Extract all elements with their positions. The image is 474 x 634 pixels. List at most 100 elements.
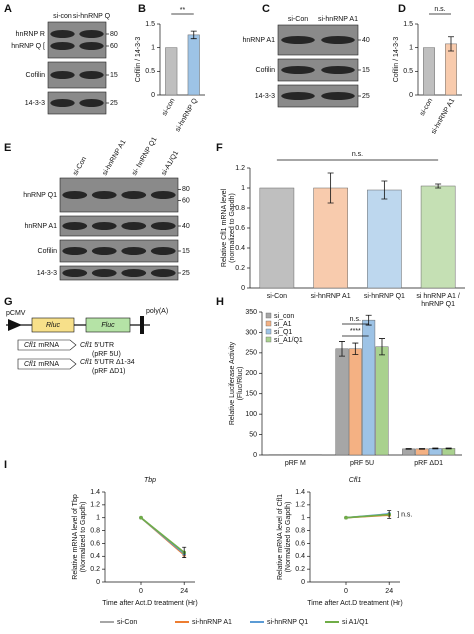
band [62, 191, 88, 199]
y-tick-label: 1.2 [90, 502, 100, 509]
y-tick-label: 0.8 [295, 527, 305, 534]
band [121, 191, 147, 199]
band [91, 247, 117, 255]
annotation: ] n.s. [397, 511, 412, 518]
lane-label: si-Con [72, 156, 88, 177]
utr-gene: Cfl1 [80, 342, 93, 349]
y-axis-label: (Normalized to Gapdh) [285, 502, 292, 573]
y-tick-label: 0.6 [235, 225, 245, 232]
bar [259, 187, 295, 289]
polya-box [140, 316, 144, 334]
chart-title: Tbp [144, 477, 156, 484]
insert-rest: mRNA [36, 342, 59, 349]
blot-row [47, 21, 107, 59]
fluc-box [85, 317, 131, 333]
y-tick-label: 0.4 [295, 553, 305, 560]
marker-label: 80 [182, 186, 190, 193]
bar [367, 189, 402, 289]
band [62, 269, 88, 277]
bar [187, 34, 200, 96]
insert-name: (pRF 5U) [92, 351, 121, 358]
bar [165, 47, 178, 96]
panel-label: I [4, 459, 7, 471]
lane-label: si- hnRNP Q1 [131, 136, 159, 177]
y-tick-label: 0 [151, 92, 155, 99]
marker-label: 40 [362, 37, 370, 44]
band [150, 191, 176, 199]
band [281, 92, 315, 100]
x-tick-label: pRF 5U [350, 460, 374, 467]
polya: poly(A) [146, 308, 168, 315]
y-tick-label: 0.2 [235, 265, 245, 272]
bar [423, 47, 435, 96]
y-tick-label: 0.4 [90, 553, 100, 560]
error-bar [327, 172, 334, 204]
legend-label: si-hnRNP Q1 [267, 619, 308, 626]
insert-rest: mRNA [36, 361, 59, 368]
annotation: ** [180, 7, 186, 14]
error-bar [432, 447, 439, 450]
y-tick-label: 350 [245, 309, 257, 316]
lane-label: si-Con [288, 16, 308, 23]
legend-label: si-Con [117, 619, 137, 626]
insert-label: Cfl1 mRNA [24, 342, 59, 349]
y-tick-label: 0 [301, 579, 305, 586]
y-tick-label: 1.2 [235, 165, 245, 172]
y-tick-label: 0.5 [145, 68, 155, 75]
lane-label: si-hnRNP Q [73, 13, 111, 20]
band [121, 222, 147, 230]
annotation: **** [350, 328, 361, 335]
y-tick-label: 1 [241, 185, 245, 192]
row-label: Cofilin [26, 72, 46, 79]
lane-label: si-hnRNP A1 [102, 139, 128, 177]
y-tick-label: 0.5 [403, 68, 413, 75]
x-tick-label: si-con [161, 97, 176, 117]
lane-label: si-hnRNP A1 [318, 16, 358, 23]
x-tick-label: si-con [419, 97, 434, 117]
band [281, 36, 315, 44]
band [321, 36, 355, 44]
legend-swatch [265, 336, 272, 343]
y-axis-label: Cofilin / 14-3-3 [393, 37, 400, 83]
y-tick-label: 0 [241, 285, 245, 292]
error-bar [365, 314, 372, 326]
bar [420, 185, 456, 289]
row-label: 14-3-3 [255, 93, 275, 100]
band [121, 269, 147, 277]
insert-utr: Cfl1 5'UTR [80, 342, 114, 349]
error-bar [387, 510, 392, 519]
bar [335, 348, 349, 456]
band [79, 30, 104, 38]
error-bar [182, 546, 187, 558]
x-axis-label: Time after Act.D treatment (Hr) [307, 600, 402, 607]
x-tick-label: 0 [344, 588, 348, 595]
y-tick-label: 1.2 [295, 502, 305, 509]
band [50, 99, 75, 107]
x-tick-label: si-Con [267, 293, 287, 300]
x-tick-label: pRF M [285, 460, 306, 467]
row-label: 14-3-3 [37, 270, 57, 277]
series-line [345, 513, 390, 519]
annotation: n.s. [434, 6, 445, 13]
y-axis-label: Relative mRNA level of Tbp [72, 494, 79, 580]
annotation: n.s. [350, 316, 361, 323]
band [91, 269, 117, 277]
marker-label: 15 [182, 248, 190, 255]
label-line: hnRNP Q1 [421, 301, 455, 308]
rluc-box [31, 317, 75, 333]
utr-rest: 5'UTR Δ1-34 [92, 359, 134, 366]
bar [362, 319, 376, 456]
y-tick-label: 0.6 [90, 540, 100, 547]
marker-label: 60 [182, 198, 190, 205]
row-label: hnRNP A1 [242, 37, 275, 44]
insert-gene: Cfl1 [24, 342, 37, 349]
row-label: hnRNP A1 [24, 223, 57, 230]
error-bar [339, 341, 345, 357]
y-tick-label: 1.5 [403, 21, 413, 28]
promoter-arrow [8, 319, 22, 331]
panel-label: G [4, 296, 13, 308]
y-axis-label: Relative Cfl1 mRNA level [221, 188, 228, 267]
x-tick-label: si-hnRNP A1 [430, 97, 456, 135]
marker-label: 15 [110, 72, 118, 79]
panel-label: E [4, 142, 11, 154]
